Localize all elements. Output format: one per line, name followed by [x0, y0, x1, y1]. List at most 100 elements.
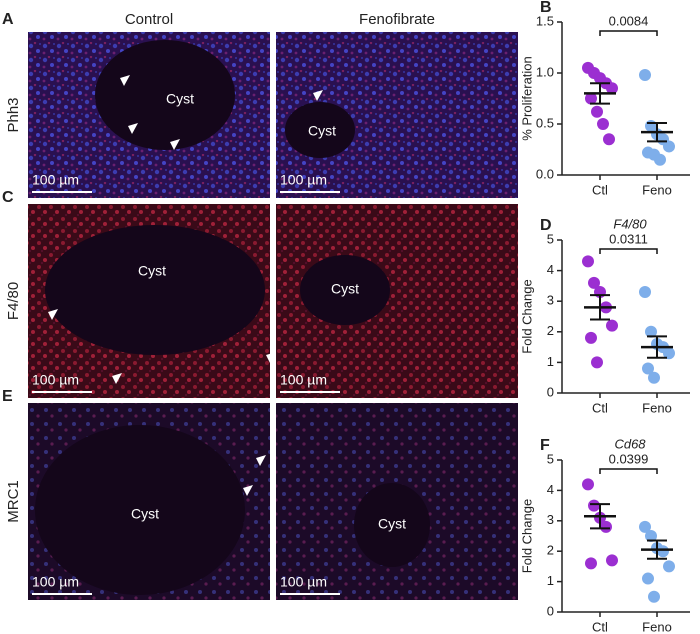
scale-label: 100 µm: [32, 372, 79, 388]
data-point: [591, 356, 603, 369]
data-point: [591, 105, 603, 118]
y-tick-label: 1.0: [536, 64, 554, 79]
y-tick-label: 2: [547, 323, 554, 338]
scale-label: 100 µm: [280, 372, 327, 388]
data-point: [585, 557, 597, 570]
cyst-label: Cyst: [308, 123, 336, 139]
data-point: [597, 118, 609, 130]
data-point: [639, 520, 651, 533]
panel-letter: F: [540, 437, 550, 454]
error-bar: [590, 503, 610, 530]
significance-bracket: [599, 30, 658, 36]
data-point: [648, 371, 660, 384]
arrowhead: [243, 485, 253, 496]
data-point: [645, 325, 657, 338]
x-tick-label: Ctl: [592, 400, 608, 415]
column-header: Control: [125, 11, 173, 28]
cyst-lumen: [354, 483, 430, 567]
y-tick-label: 0.5: [536, 115, 554, 130]
significance-bracket: [599, 248, 658, 254]
data-point: [663, 347, 675, 360]
cyst-lumen: [45, 225, 265, 355]
y-tick-label: 0: [547, 603, 554, 618]
data-point: [585, 92, 597, 105]
data-point: [603, 133, 615, 146]
scale-label: 100 µm: [32, 172, 79, 188]
data-point: [657, 545, 669, 558]
error-bar: [590, 294, 610, 321]
data-point: [582, 255, 594, 268]
column-header: Fenofibrate: [359, 11, 435, 28]
cyst-lumen: [35, 425, 245, 595]
error-bar: [647, 121, 667, 143]
cyst-label: Cyst: [166, 91, 194, 107]
row-label: F4/80: [5, 282, 22, 320]
data-point: [663, 560, 675, 573]
data-point: [642, 572, 654, 585]
data-point: [645, 530, 657, 542]
arrowhead: [112, 373, 122, 384]
error-bar: [647, 335, 667, 359]
cyst-lumen: [300, 255, 390, 325]
y-axis-label: Fold Change: [519, 499, 534, 573]
arrowhead: [313, 90, 323, 101]
arrowhead: [256, 455, 266, 466]
cyst-label: Cyst: [331, 281, 359, 297]
data-point: [582, 478, 594, 491]
error-bar: [647, 539, 667, 560]
cyst-label: Cyst: [378, 516, 406, 532]
y-tick-label: 1: [547, 573, 554, 588]
y-tick-label: 4: [547, 482, 554, 497]
y-tick-label: 3: [547, 512, 554, 527]
error-bar: [590, 82, 610, 105]
scale-label: 100 µm: [280, 172, 327, 188]
panel-letter: B: [540, 0, 552, 16]
y-axis-label: % Proliferation: [519, 56, 534, 141]
data-point: [642, 362, 654, 375]
data-point: [600, 520, 612, 533]
arrowhead: [120, 75, 130, 86]
data-point: [663, 140, 675, 153]
p-value: 0.0399: [609, 451, 649, 466]
y-tick-label: 5: [547, 451, 554, 466]
y-tick-label: 0: [547, 384, 554, 399]
cyst-lumen: [95, 40, 235, 150]
arrowhead: [266, 352, 276, 363]
x-tick-label: Feno: [642, 619, 672, 634]
cyst-lumen: [285, 102, 355, 158]
p-value: 0.0084: [609, 13, 649, 28]
chart-title: Cd68: [614, 436, 646, 451]
y-tick-label: 2: [547, 543, 554, 558]
y-tick-label: 0.0: [536, 166, 554, 181]
data-point: [606, 319, 618, 332]
data-point: [588, 499, 600, 512]
x-tick-label: Ctl: [592, 619, 608, 634]
data-point: [648, 590, 660, 603]
row-label: Phh3: [5, 97, 22, 132]
y-tick-label: 3: [547, 293, 554, 308]
row-label: MRC1: [5, 480, 22, 523]
x-tick-label: Feno: [642, 400, 672, 415]
chart-title: F4/80: [613, 216, 647, 231]
y-tick-label: 1: [547, 354, 554, 369]
panel-letter: A: [2, 11, 14, 28]
panel-letter: C: [2, 189, 14, 206]
data-point: [639, 69, 651, 82]
data-point: [654, 153, 666, 166]
data-point: [606, 554, 618, 567]
cyst-label: Cyst: [131, 506, 159, 522]
arrowhead: [170, 139, 180, 150]
y-tick-label: 4: [547, 262, 554, 277]
x-tick-label: Feno: [642, 182, 672, 197]
scale-label: 100 µm: [280, 574, 327, 590]
x-tick-label: Ctl: [592, 182, 608, 197]
p-value: 0.0311: [609, 231, 648, 246]
y-axis-label: Fold Change: [519, 279, 534, 353]
data-point: [606, 82, 618, 95]
data-point: [639, 286, 651, 299]
y-tick-label: 5: [547, 231, 554, 246]
data-point: [585, 331, 597, 344]
cyst-label: Cyst: [138, 263, 166, 279]
arrowhead: [48, 309, 58, 320]
